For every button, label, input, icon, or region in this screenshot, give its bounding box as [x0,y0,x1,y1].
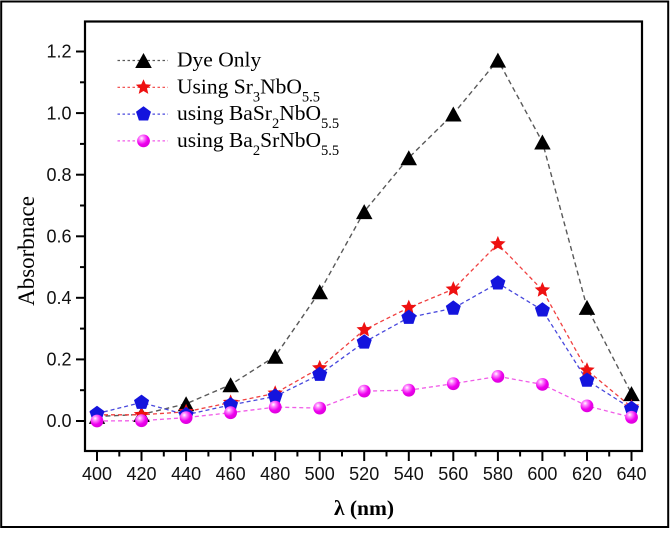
svg-text:Absorbnace: Absorbnace [14,196,39,306]
svg-text:400: 400 [82,464,112,484]
svg-text:460: 460 [216,464,246,484]
svg-text:600: 600 [527,464,557,484]
svg-text:440: 440 [171,464,201,484]
svg-text:640: 640 [616,464,646,484]
svg-text:0.4: 0.4 [46,288,71,308]
svg-text:Dye Only: Dye Only [177,48,261,72]
svg-text:560: 560 [438,464,468,484]
svg-text:420: 420 [126,464,156,484]
svg-text:580: 580 [483,464,513,484]
svg-text:1.0: 1.0 [46,103,71,123]
svg-text:500: 500 [305,464,335,484]
svg-text:0.0: 0.0 [46,411,71,431]
svg-text:480: 480 [260,464,290,484]
svg-text:0.6: 0.6 [46,227,71,247]
svg-text:520: 520 [349,464,379,484]
svg-text:620: 620 [572,464,602,484]
svg-text:1.2: 1.2 [46,42,71,62]
svg-text:540: 540 [394,464,424,484]
svg-text:0.2: 0.2 [46,350,71,370]
svg-text:0.8: 0.8 [46,165,71,185]
svg-text:λ (nm): λ (nm) [334,496,394,520]
